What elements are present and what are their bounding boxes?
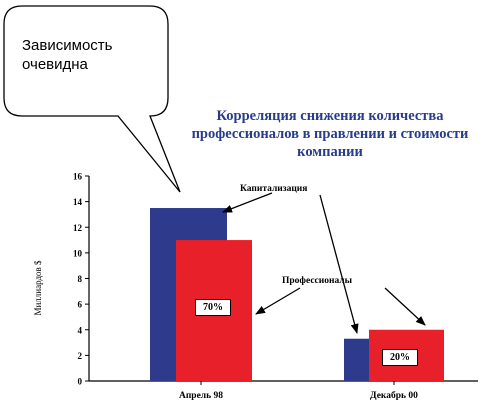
y-tick-label: 12 [73, 223, 83, 233]
arrow-prof-to-april [255, 287, 301, 315]
y-tick-label: 6 [78, 300, 83, 310]
y-tick-label: 2 [78, 351, 83, 361]
percent-april: 70% [195, 299, 231, 316]
y-tick-label: 16 [73, 172, 83, 182]
arrow-prof-to-december [384, 287, 426, 326]
y-tick-label: 4 [78, 325, 83, 335]
x-tick-label: Апрель 98 [179, 391, 223, 401]
x-tick-label: Декабрь 00 [370, 390, 418, 401]
y-tick-label: 8 [78, 274, 83, 284]
arrow-cap-to-april [222, 192, 273, 213]
y-tick-label: 14 [73, 197, 83, 207]
bar-capitalization [344, 338, 370, 381]
arrow-cap-to-december [319, 194, 359, 334]
speech-bubble [3, 5, 181, 193]
y-tick-label: 10 [73, 248, 83, 258]
annotation-professionals: Профессионалы [282, 276, 353, 286]
annotation-capitalization: Капитализация [240, 184, 308, 194]
annotation-arrows [222, 192, 426, 334]
chart-title: Корреляция снижения количества профессио… [191, 108, 469, 160]
y-axis-label: Миллиардов $ [33, 260, 43, 316]
y-tick-label: 0 [78, 377, 83, 387]
callout-text: Зависимость очевидна [22, 37, 113, 73]
percent-december: 20% [382, 349, 418, 366]
